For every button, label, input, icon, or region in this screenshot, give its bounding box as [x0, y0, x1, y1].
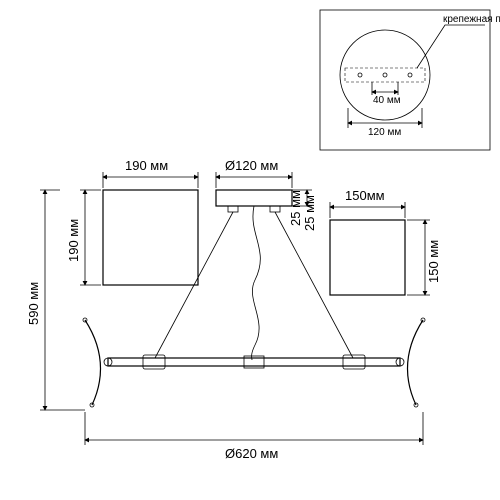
- svg-text:150 мм: 150 мм: [426, 240, 441, 283]
- svg-text:590 мм: 590 мм: [26, 282, 41, 325]
- inset-box: крепежная планка 40 мм 120 мм: [320, 10, 500, 150]
- dim-left-w: 190 мм: [103, 158, 198, 188]
- left-panel: [103, 190, 198, 285]
- svg-text:190 мм: 190 мм: [66, 219, 81, 262]
- inset-dim-40: 40 мм: [373, 95, 401, 106]
- diagram-root: крепежная планка 40 мм 120 мм: [0, 0, 500, 500]
- ceiling-canopy: [216, 190, 292, 212]
- svg-text:Ø120 мм: Ø120 мм: [225, 158, 278, 173]
- dim-right-h: 150 мм: [407, 220, 441, 295]
- horizontal-bar: [104, 355, 404, 369]
- svg-text:190 мм: 190 мм: [125, 158, 168, 173]
- inset-dim-120: 120 мм: [368, 127, 401, 138]
- inset-label: крепежная планка: [443, 14, 500, 25]
- dim-right-w: 150мм: [330, 188, 405, 218]
- svg-text:150мм: 150мм: [345, 188, 385, 203]
- dim-left-h: 190 мм: [66, 190, 101, 285]
- dim-25-label: 25 мм: [288, 190, 303, 226]
- dim-ceiling-dia: Ø120 мм: [216, 158, 292, 188]
- arcs: [83, 318, 425, 407]
- right-panel: [330, 220, 405, 295]
- dim-total-w: Ø620 мм: [85, 412, 423, 461]
- cables: [155, 206, 353, 360]
- svg-text:25 мм: 25 мм: [302, 195, 317, 231]
- svg-text:Ø620 мм: Ø620 мм: [225, 446, 278, 461]
